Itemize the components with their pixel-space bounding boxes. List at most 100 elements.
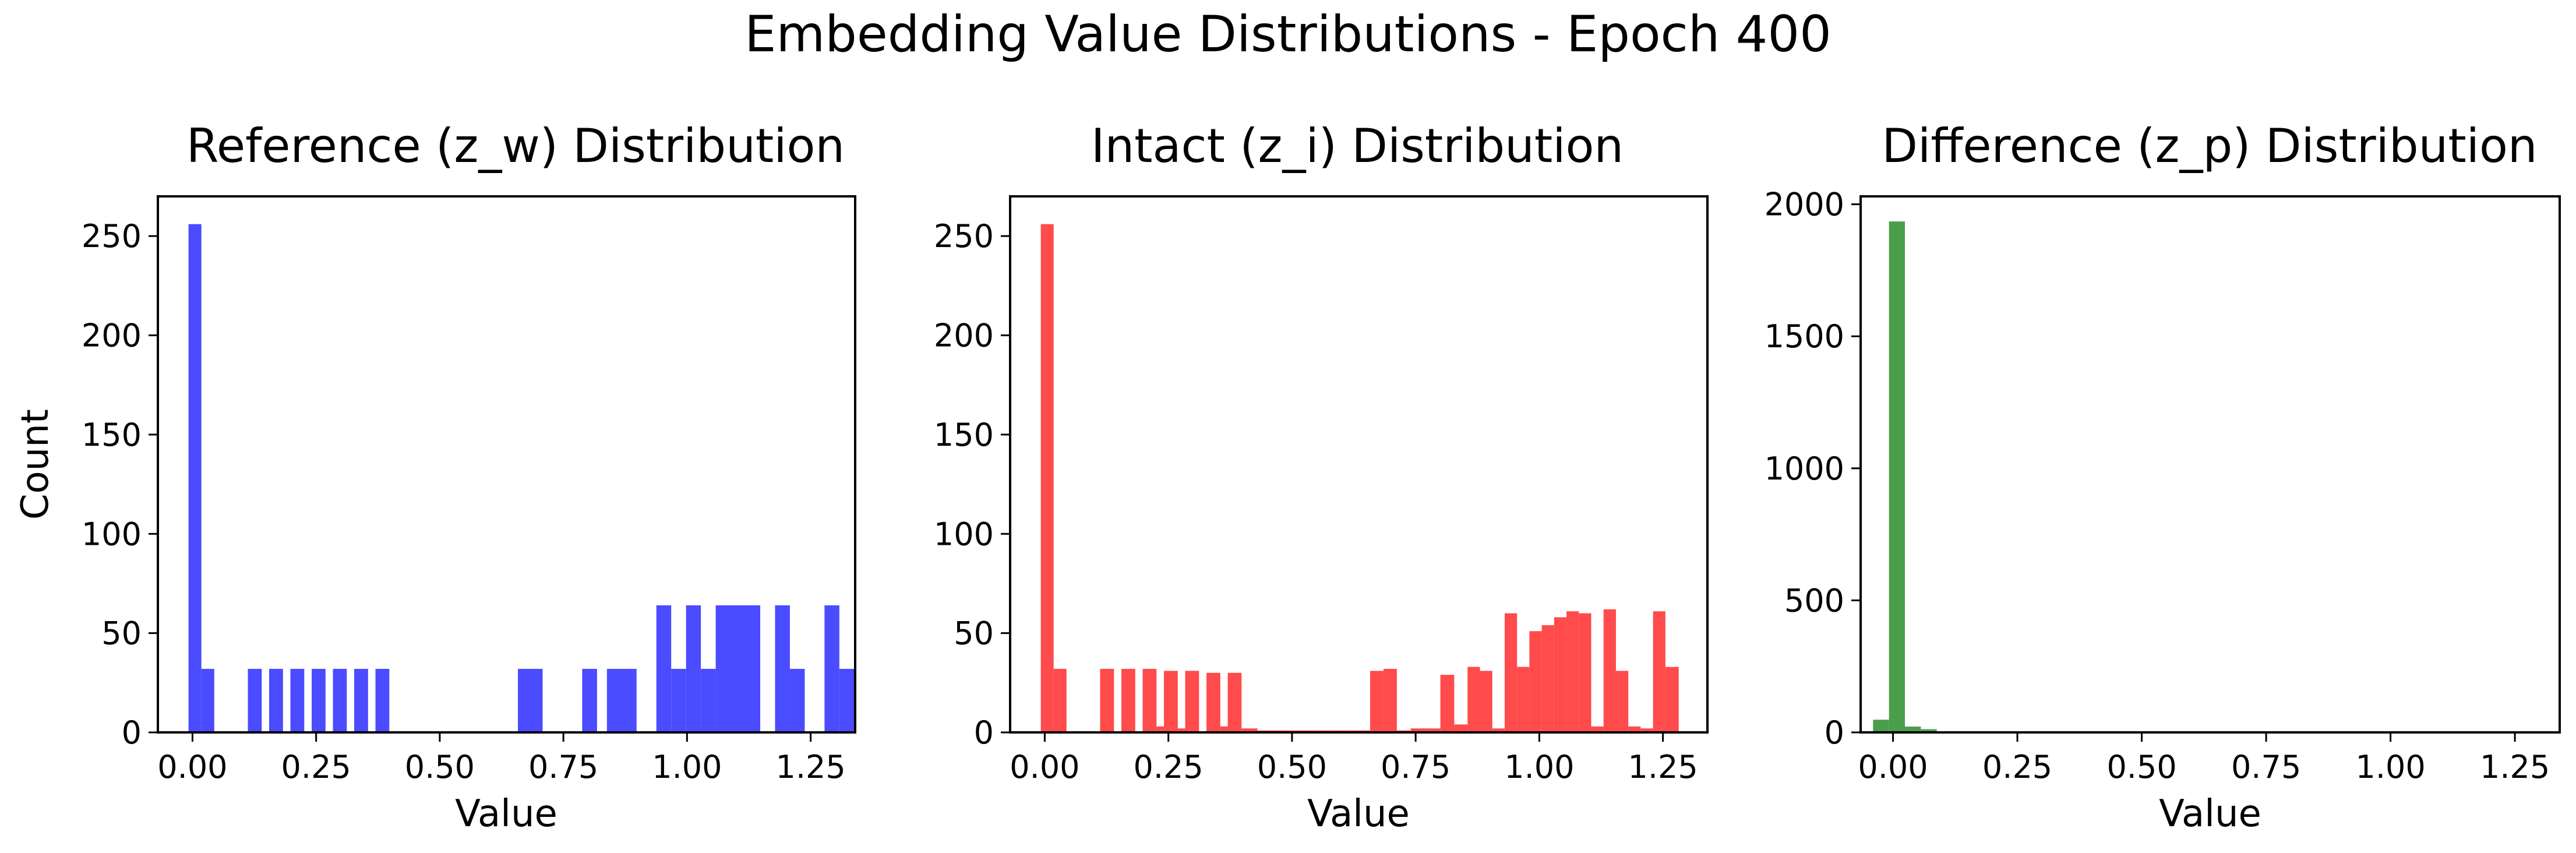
y-tick-label: 250 [82, 218, 142, 255]
x-tick-label: 1.00 [2355, 749, 2425, 785]
histogram-bar [290, 668, 305, 732]
histogram-bar [824, 605, 839, 732]
y-tick-label: 500 [1784, 582, 1844, 619]
histogram-bar [1640, 728, 1653, 732]
histogram-bar [248, 668, 262, 732]
y-tick-label: 250 [934, 218, 994, 255]
histogram-bar [333, 668, 347, 732]
histogram-bar [606, 668, 637, 732]
y-tick-label: 100 [934, 516, 994, 552]
panel-title: Intact (z_i) Distribution [1091, 119, 1624, 173]
plot-frame [157, 195, 856, 734]
histogram-bar [1227, 672, 1242, 732]
histogram-bar [1410, 728, 1426, 732]
histogram-bars [188, 224, 855, 732]
y-tick-label: 200 [82, 318, 142, 354]
histogram-bar [1121, 668, 1135, 732]
histogram-bar [1206, 672, 1220, 732]
axis-ticks: 0.00 0.25 0.50 0.75 1.00 1.25 0 50 100 150 200 250 [82, 218, 846, 785]
histogram-bar [1370, 671, 1384, 732]
x-tick-label: 0.75 [2231, 749, 2301, 785]
histogram-bar [1220, 726, 1228, 732]
x-tick-label: 0.50 [1257, 749, 1327, 785]
histogram-bar [1185, 671, 1199, 732]
histogram-bar [312, 668, 326, 732]
histogram-bar [1504, 613, 1518, 732]
y-tick-label: 150 [934, 417, 994, 453]
x-axis-label: Value [2159, 792, 2261, 836]
axis-ticks: 0.00 0.25 0.50 0.75 1.00 1.25 0 50 100 150 200 250 [934, 218, 1698, 785]
histogram-bar [656, 605, 672, 732]
x-tick-label: 1.25 [2480, 749, 2550, 785]
axis-ticks: 0.00 0.25 0.50 0.75 1.00 1.25 0 500 1000 1500 2000 [1765, 186, 2550, 785]
y-tick-label: 0 [1825, 714, 1844, 751]
histogram-bar [518, 668, 543, 732]
histogram-bar [1177, 728, 1185, 732]
histogram-bar [1665, 667, 1679, 732]
histogram-bar [1554, 617, 1567, 732]
x-tick-label: 0.50 [2106, 749, 2176, 785]
histogram-bar [1040, 224, 1054, 732]
histogram-bar [582, 668, 597, 732]
histogram-bar [1492, 728, 1505, 732]
y-tick-label: 50 [954, 615, 994, 652]
histogram-bar [269, 668, 283, 732]
histogram-bar [789, 668, 805, 732]
y-tick-label: 1500 [1765, 318, 1844, 355]
figure-title: Embedding Value Distributions - Epoch 40… [744, 5, 1832, 64]
histogram-bar [671, 668, 686, 732]
histogram-bar [1164, 671, 1178, 732]
histogram-bar [1383, 668, 1397, 732]
y-tick-label: 1000 [1765, 450, 1844, 487]
x-tick-label: 0.00 [1858, 749, 1928, 785]
histogram-bar [1566, 611, 1579, 732]
x-tick-label: 1.25 [1628, 749, 1698, 785]
histogram-bar [715, 605, 760, 732]
histogram-bar [188, 224, 202, 732]
histogram-bar [1425, 728, 1441, 732]
x-tick-label: 1.25 [775, 749, 845, 785]
histogram-bar [1579, 613, 1592, 732]
histogram-bar [1615, 671, 1629, 732]
histogram-bars [1040, 224, 1679, 732]
histogram-bar [1889, 221, 1905, 732]
y-tick-label: 200 [934, 318, 994, 354]
histogram-bar [1440, 675, 1455, 732]
histogram-bar [775, 605, 790, 732]
histogram-bar [1156, 726, 1165, 732]
plot-frame [1009, 195, 1709, 734]
histogram-bar [1517, 667, 1530, 732]
x-axis-label: Value [455, 792, 557, 836]
panel-intact-distribution: Intact (z_i) Distribution 0.00 0.25 0.50 0.… [934, 119, 1709, 836]
x-tick-label: 0.00 [157, 749, 227, 785]
histogram-bar [686, 605, 701, 732]
histogram-bar [201, 668, 214, 732]
x-tick-label: 0.25 [1982, 749, 2052, 785]
x-tick-label: 0.75 [1381, 749, 1451, 785]
histogram-bar [1480, 671, 1492, 732]
y-tick-label: 0 [122, 714, 142, 751]
x-tick-label: 0.25 [281, 749, 351, 785]
histogram-bar [1467, 667, 1480, 732]
y-tick-label: 100 [82, 516, 142, 552]
histogram-bar [1603, 609, 1616, 732]
x-axis-label: Value [1307, 792, 1410, 836]
histogram-bar [1541, 625, 1554, 732]
histogram-bar [1241, 728, 1258, 732]
x-tick-label: 0.25 [1134, 749, 1204, 785]
x-tick-label: 1.00 [1504, 749, 1574, 785]
histogram-bar [839, 668, 855, 732]
panel-difference-distribution: Difference (z_p) Distribution 0.00 0.25 0.… [1765, 119, 2561, 836]
histogram-bars [1873, 221, 1993, 732]
panel-title: Reference (z_w) Distribution [186, 119, 845, 173]
histogram-bar [1873, 720, 1889, 732]
histogram-bar [1053, 668, 1067, 732]
panel-reference-distribution: Reference (z_w) Distribution 0.00 0.25 0.5… [14, 119, 856, 836]
histogram-bar [375, 668, 390, 732]
y-tick-label: 50 [101, 615, 142, 652]
histogram-bar [1653, 611, 1665, 732]
x-tick-label: 1.00 [652, 749, 722, 785]
plot-frame [1859, 195, 2561, 734]
x-tick-label: 0.75 [528, 749, 598, 785]
